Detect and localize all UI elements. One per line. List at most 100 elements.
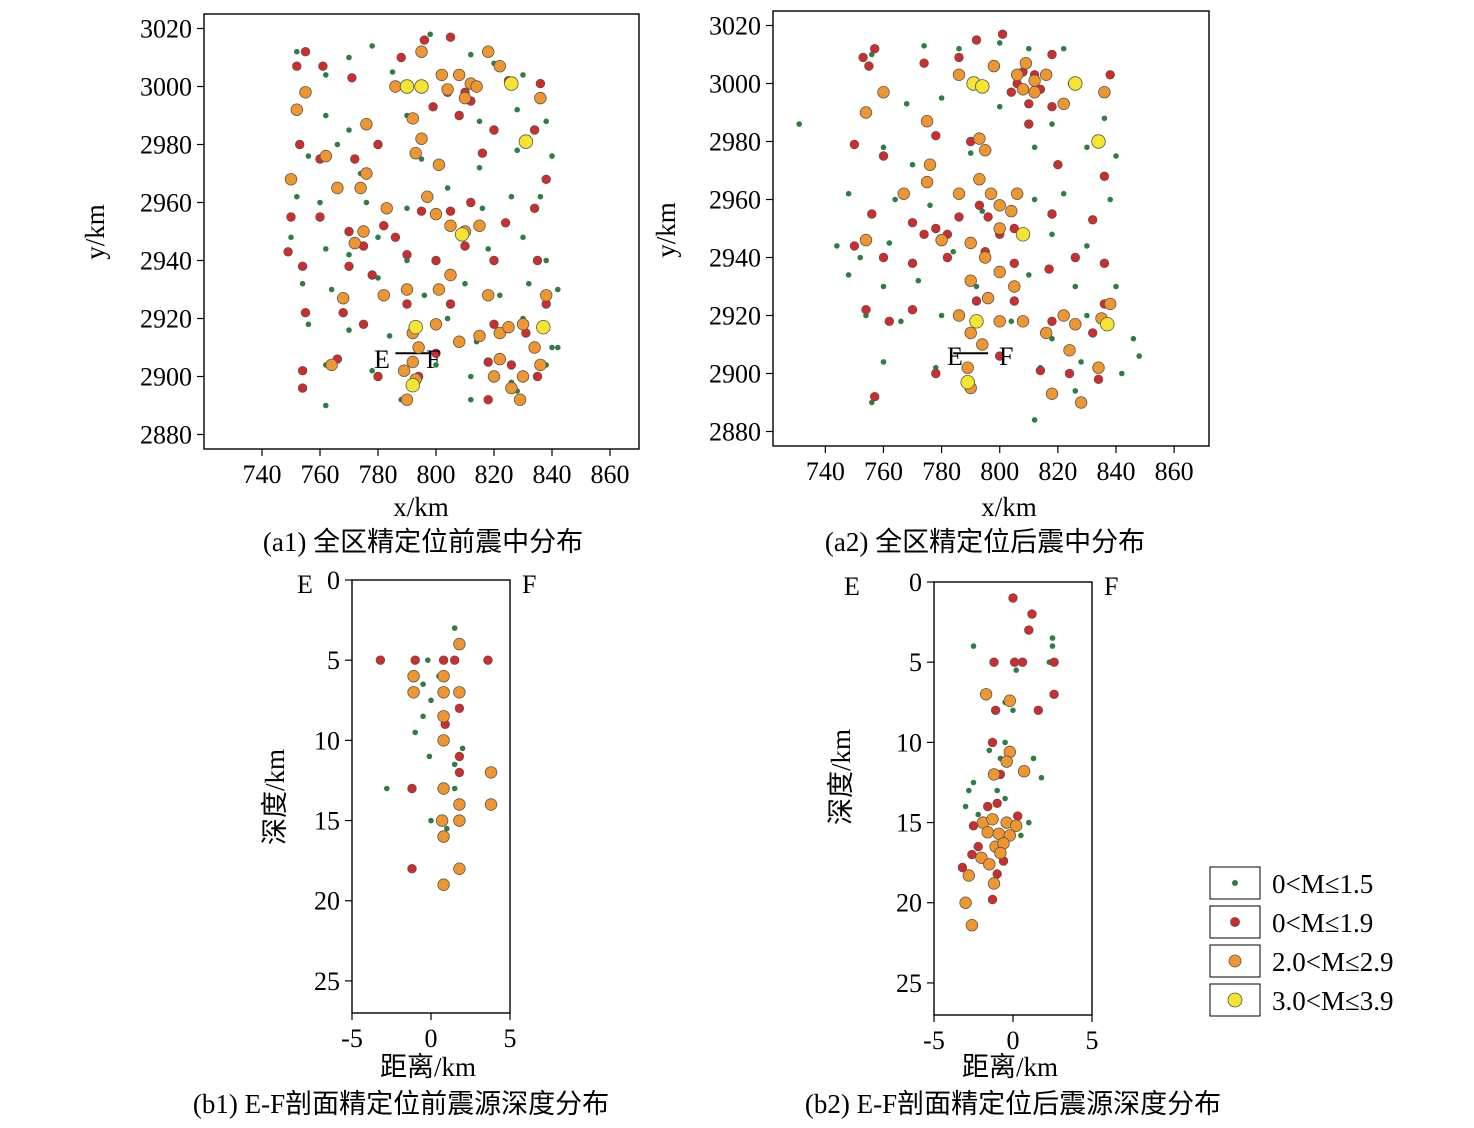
- point-m1: [384, 785, 390, 792]
- y-tick-label: 2920: [140, 305, 192, 334]
- point-m1: [444, 825, 450, 832]
- point-m2: [1047, 49, 1057, 60]
- legend-label-m1: 0<M≤1.5: [1272, 869, 1373, 899]
- point-m1: [1060, 45, 1067, 52]
- point-m3: [1028, 74, 1041, 87]
- point-m1: [433, 362, 439, 368]
- point-m3: [993, 222, 1006, 235]
- point-m2: [535, 78, 546, 89]
- point-m3: [397, 364, 411, 377]
- panel-b2-start-label: E: [844, 572, 860, 601]
- point-m2: [402, 299, 412, 309]
- y-tick-label: 10: [314, 726, 340, 755]
- point-m3: [406, 112, 420, 125]
- point-m1: [1130, 335, 1137, 342]
- panel-a1-plot-frame: [203, 13, 640, 450]
- point-m1: [334, 141, 341, 148]
- point-m3: [284, 173, 298, 186]
- point-m2: [532, 255, 543, 266]
- point-m1: [880, 283, 887, 290]
- point-m2: [990, 705, 1001, 716]
- panel-a1-points: [283, 31, 561, 409]
- point-m3: [1092, 361, 1105, 374]
- point-m2: [974, 200, 985, 211]
- point-m1: [427, 31, 434, 38]
- panel-b1-end-label: F: [522, 570, 536, 599]
- point-m3: [1011, 68, 1024, 82]
- point-m3: [380, 202, 393, 215]
- point-m1: [444, 185, 451, 191]
- legend-marker-m2: [1230, 917, 1240, 927]
- point-m3: [976, 338, 989, 351]
- legend-label-m2: 0<M≤1.9: [1272, 908, 1373, 938]
- point-m1: [903, 101, 910, 107]
- point-m2: [907, 217, 918, 228]
- point-m3: [981, 291, 995, 305]
- legend-item-m1: 0<M≤1.5: [1209, 866, 1373, 900]
- panel-b2-plot-frame: [933, 581, 1093, 1016]
- legend-item-m4: 3.0<M≤3.9: [1209, 983, 1394, 1017]
- point-m2: [373, 371, 383, 382]
- point-m3: [987, 877, 1001, 890]
- panel-a2-y-ticks: 2880 2900 2920 2940 2960 2980 3000 3020: [709, 12, 773, 447]
- point-m2: [1047, 101, 1057, 112]
- point-m3: [1028, 85, 1041, 99]
- point-m3: [482, 289, 495, 302]
- point-m2: [500, 218, 511, 228]
- point-m1: [479, 205, 486, 212]
- point-m4: [414, 79, 429, 94]
- point-m1: [1060, 190, 1067, 197]
- point-m3: [409, 146, 422, 160]
- point-m1: [970, 779, 977, 786]
- panel-a1-profile-start: E: [374, 345, 390, 374]
- point-m2: [867, 209, 877, 219]
- point-m2: [1027, 609, 1037, 619]
- point-m2: [454, 110, 464, 121]
- point-m3: [994, 846, 1007, 860]
- point-m3: [415, 45, 428, 58]
- point-m3: [484, 798, 498, 811]
- point-m2: [489, 319, 499, 330]
- point-m3: [1017, 765, 1031, 778]
- point-m1: [418, 156, 425, 162]
- point-m3: [987, 59, 1001, 73]
- point-m3: [444, 268, 457, 282]
- point-m1: [294, 48, 300, 55]
- point-m1: [476, 118, 483, 125]
- point-m1: [323, 112, 329, 119]
- point-m3: [952, 309, 966, 322]
- point-m1: [1113, 283, 1119, 290]
- point-m3: [437, 878, 450, 891]
- point-m3: [923, 158, 937, 171]
- point-m2: [997, 29, 1008, 39]
- point-m1: [927, 202, 933, 209]
- panel-b1-plot-frame: [351, 579, 511, 1014]
- point-m1: [520, 72, 526, 78]
- point-m1: [892, 196, 898, 203]
- point-m1: [950, 248, 956, 255]
- y-tick-label: 2880: [709, 418, 761, 447]
- point-m2: [344, 261, 354, 272]
- point-m2: [983, 212, 993, 222]
- point-m1: [857, 254, 863, 261]
- point-m4: [408, 320, 423, 335]
- point-m1: [420, 713, 426, 720]
- point-m2: [954, 212, 964, 222]
- point-m1: [288, 234, 294, 241]
- point-m3: [400, 283, 414, 296]
- panel-a1-caption: (a1) 全区精定位前震中分布: [263, 527, 583, 557]
- point-m3: [429, 207, 443, 221]
- point-m2: [283, 247, 293, 257]
- point-m1: [389, 69, 396, 75]
- point-m3: [407, 686, 420, 699]
- legend-label-m4: 3.0<M≤3.9: [1272, 986, 1394, 1016]
- point-m3: [983, 858, 996, 871]
- point-m2: [396, 52, 406, 63]
- point-m2: [849, 139, 860, 150]
- point-m4: [504, 76, 519, 91]
- point-m1: [1119, 370, 1125, 377]
- point-m3: [981, 826, 994, 839]
- point-m1: [880, 359, 887, 365]
- point-m1: [1031, 144, 1038, 151]
